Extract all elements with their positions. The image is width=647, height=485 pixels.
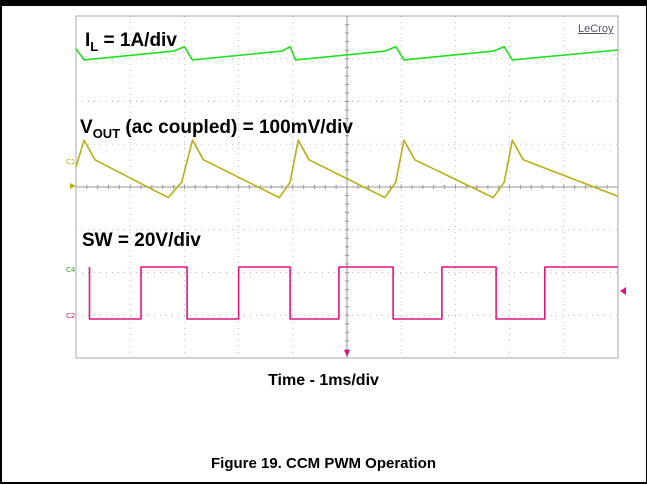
ch1-ground-marker: [70, 183, 76, 189]
lecroy-logo: LeCroy: [578, 23, 614, 35]
vout-trace: [75, 139, 619, 199]
x-axis-label: Time - 1ms/div: [268, 372, 379, 389]
trigger-time-marker: [344, 350, 350, 357]
il-trace: [75, 45, 619, 61]
scope-grid: [75, 15, 619, 359]
trigger-level-marker: [620, 287, 626, 295]
ch2-marker-label: C2: [66, 312, 76, 320]
scope-border: [75, 15, 619, 359]
top-border: [0, 0, 647, 6]
ch1-marker-label: C1: [66, 158, 76, 166]
scope-markers: [70, 183, 626, 357]
vout-scale-label: VOUT (ac coupled) = 100mV/div: [80, 117, 353, 141]
sw-scale-label: SW = 20V/div: [82, 230, 201, 251]
sw-trace: [88, 266, 618, 320]
ch4-marker-label: C4: [66, 266, 76, 274]
figure-caption: Figure 19. CCM PWM Operation: [210, 455, 436, 472]
il-scale-label: IL = 1A/div: [85, 30, 177, 54]
scope-traces: [75, 45, 619, 320]
